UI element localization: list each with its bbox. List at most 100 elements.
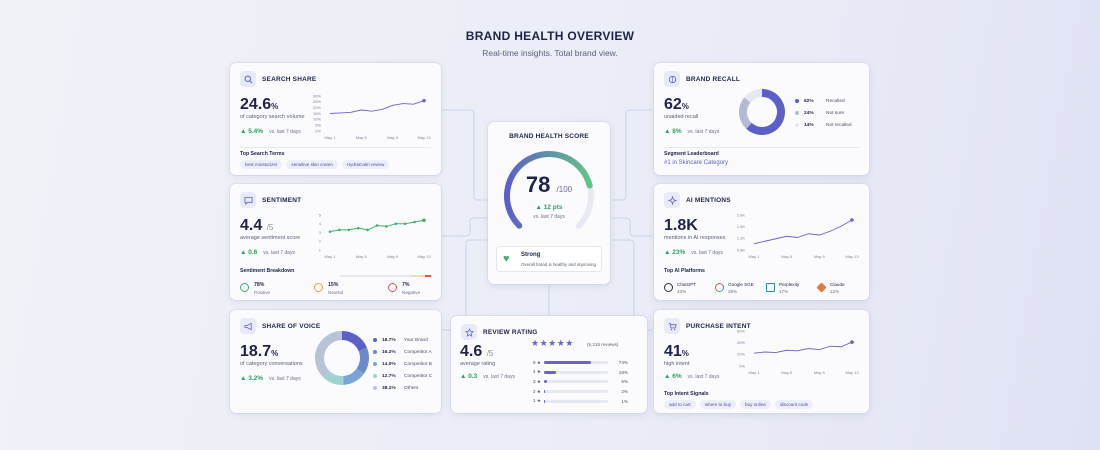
y-tick-label: 30% <box>313 93 321 98</box>
data-point <box>403 222 407 226</box>
intent-signal-chip[interactable]: add to cart <box>664 400 696 409</box>
donut-slice <box>746 89 785 135</box>
rating-row: 2 ★ 2% <box>533 388 628 395</box>
purchase-intent-line-chart: 60% 40% 20% 0% May 1 May 5 May 9 May 13 <box>737 328 859 375</box>
x-tick-label: May 9 <box>814 254 826 259</box>
score-trend: ▲ 12 pts <box>535 204 563 211</box>
sentiment-items: 78% Positive 15% Neutral 7% Negative <box>240 282 462 295</box>
data-point <box>366 228 369 232</box>
metric-value: 4.6 /5 <box>460 343 494 360</box>
legend-item: 12.7% Competitor C <box>373 370 432 382</box>
sparkle-icon <box>664 192 680 208</box>
legend-item: 14% Not recalled <box>795 119 852 131</box>
rating-bar <box>544 390 546 394</box>
x-tick-label: May 5 <box>781 370 793 375</box>
metric-label: of category conversations <box>240 361 303 367</box>
y-tick-label: 15% <box>313 111 321 116</box>
data-point <box>356 226 360 230</box>
metric-trend: ▲ 6% vs. last 7 days <box>664 373 720 380</box>
series-line <box>753 219 853 245</box>
y-tick-label: 0% <box>315 128 321 133</box>
x-tick-label: May 13 <box>845 370 859 375</box>
metric-value: 4.4 /5 <box>240 217 274 234</box>
perplexity-icon <box>766 283 775 292</box>
legend-item: 38.1% Others <box>373 382 432 394</box>
search-share-card[interactable]: SEARCH SHARE 24.6% of category search vo… <box>230 63 441 175</box>
frown-icon <box>388 283 397 292</box>
data-point <box>375 224 379 227</box>
platform-google-sge: Google SGE 28% <box>715 282 766 294</box>
card-title: SHARE OF VOICE <box>262 322 321 330</box>
search-term-chips: best moisturizer sensitive skin cream Hy… <box>240 160 390 169</box>
x-tick-label: May 5 <box>356 135 368 140</box>
share-of-voice-card[interactable]: SHARE OF VOICE 18.7% of category convers… <box>230 310 441 413</box>
donut-slice <box>744 89 763 103</box>
metric-value: 62% <box>664 96 689 113</box>
metric-label: average rating <box>460 361 496 367</box>
card-header: PURCHASE INTENT <box>664 318 751 334</box>
y-tick-label: 25% <box>313 99 321 104</box>
star-icon <box>461 324 477 340</box>
sentiment-positive: 78% Positive <box>240 282 314 295</box>
y-tick-label: 2.0K <box>737 212 746 217</box>
metric-label: mentions in AI responses <box>664 235 726 241</box>
brand-health-score-card[interactable]: BRAND HEALTH SCORE 78 /100 ▲ 12 pts vs. … <box>488 122 610 284</box>
top-search-terms-label: Top Search Terms <box>240 151 285 157</box>
intent-signal-chip[interactable]: discount code <box>774 400 814 409</box>
data-point <box>422 98 426 103</box>
search-icon <box>240 71 256 87</box>
purchase-intent-card[interactable]: PURCHASE INTENT 41% high intent ▲ 6% vs. … <box>654 310 869 413</box>
y-tick-label: 1.6K <box>737 224 746 229</box>
donut-slice <box>323 371 344 385</box>
y-tick-label: 5% <box>315 123 321 128</box>
x-tick-label: May 5 <box>356 254 368 259</box>
x-tick-label: May 13 <box>845 254 859 259</box>
brand-recall-card[interactable]: BRAND RECALL 62% unaided recall ▲ 8% vs. … <box>654 63 869 175</box>
metric-trend: ▲ 3.2% vs. last 7 days <box>240 375 301 382</box>
score-compare: vs. last 7 days <box>533 214 565 220</box>
review-count: (5,215 reviews) <box>587 342 619 347</box>
chat-bubble-icon <box>240 192 256 208</box>
sentiment-card[interactable]: SENTIMENT 4.4 /5 average sentiment score… <box>230 184 441 300</box>
cart-icon <box>664 318 680 334</box>
rating-row: 4 ★ 18% <box>533 369 628 375</box>
series-line <box>753 341 853 354</box>
donut-slice <box>341 331 367 352</box>
intent-signal-chip[interactable]: where to buy <box>699 400 737 409</box>
metric-trend: ▲ 0.6 vs. last 7 days <box>240 249 295 256</box>
share-of-voice-donut <box>315 331 369 385</box>
page-subtitle: Real-time insights. Total brand view. <box>482 48 618 58</box>
platform-perplexity: Perplexity 17% <box>766 282 817 294</box>
data-point <box>338 228 341 232</box>
data-point <box>413 220 416 224</box>
ai-mentions-card[interactable]: AI MENTIONS 1.8K mentions in AI response… <box>654 184 869 300</box>
y-tick-label: 4 <box>319 221 322 226</box>
sentiment-bar <box>340 275 431 277</box>
metric-trend: ▲ 0.3 vs. last 7 days <box>460 373 515 380</box>
segment-leaderboard-value: #1 in Skincare Category <box>664 160 729 166</box>
search-term-chip[interactable]: best moisturizer <box>240 160 283 169</box>
rating-distribution: 5 ★ 74% 4 ★ 18% 3 ★ 5% 2 ★ 2% 1 ★ 1% <box>533 358 628 406</box>
card-title: BRAND HEALTH SCORE <box>509 133 589 140</box>
search-share-line-chart: 30%25%20%15%10%5%0% May 1 May 5 May 9 May 13 <box>313 93 431 140</box>
card-header: BRAND RECALL <box>664 71 740 87</box>
y-tick-label: 1 <box>319 247 322 252</box>
card-header: SEARCH SHARE <box>240 71 316 87</box>
y-tick-label: 5 <box>319 212 322 217</box>
donut-slice <box>356 347 369 374</box>
intent-signal-chip[interactable]: buy online <box>740 400 771 409</box>
platform-claude: Claude 12% <box>816 282 868 294</box>
data-point <box>328 230 332 233</box>
divider <box>240 147 431 148</box>
metric-value: 24.6% <box>240 96 279 113</box>
search-term-chip[interactable]: sensitive skin cream <box>286 160 338 169</box>
review-rating-card[interactable]: REVIEW RATING 4.6 /5 average rating ▲ 0.… <box>451 316 647 413</box>
y-tick-label: 1.2K <box>737 236 746 241</box>
top-intent-signals-label: Top Intent Signals <box>664 391 709 397</box>
x-tick-label: May 13 <box>417 254 431 259</box>
score-value: 78 /100 <box>525 172 573 197</box>
platform-chatgpt: ChatGPT 43% <box>664 282 715 294</box>
search-term-chip[interactable]: HydraCalm review <box>341 160 390 169</box>
legend-item: 62% Recalled <box>795 95 852 107</box>
divider <box>664 147 859 148</box>
